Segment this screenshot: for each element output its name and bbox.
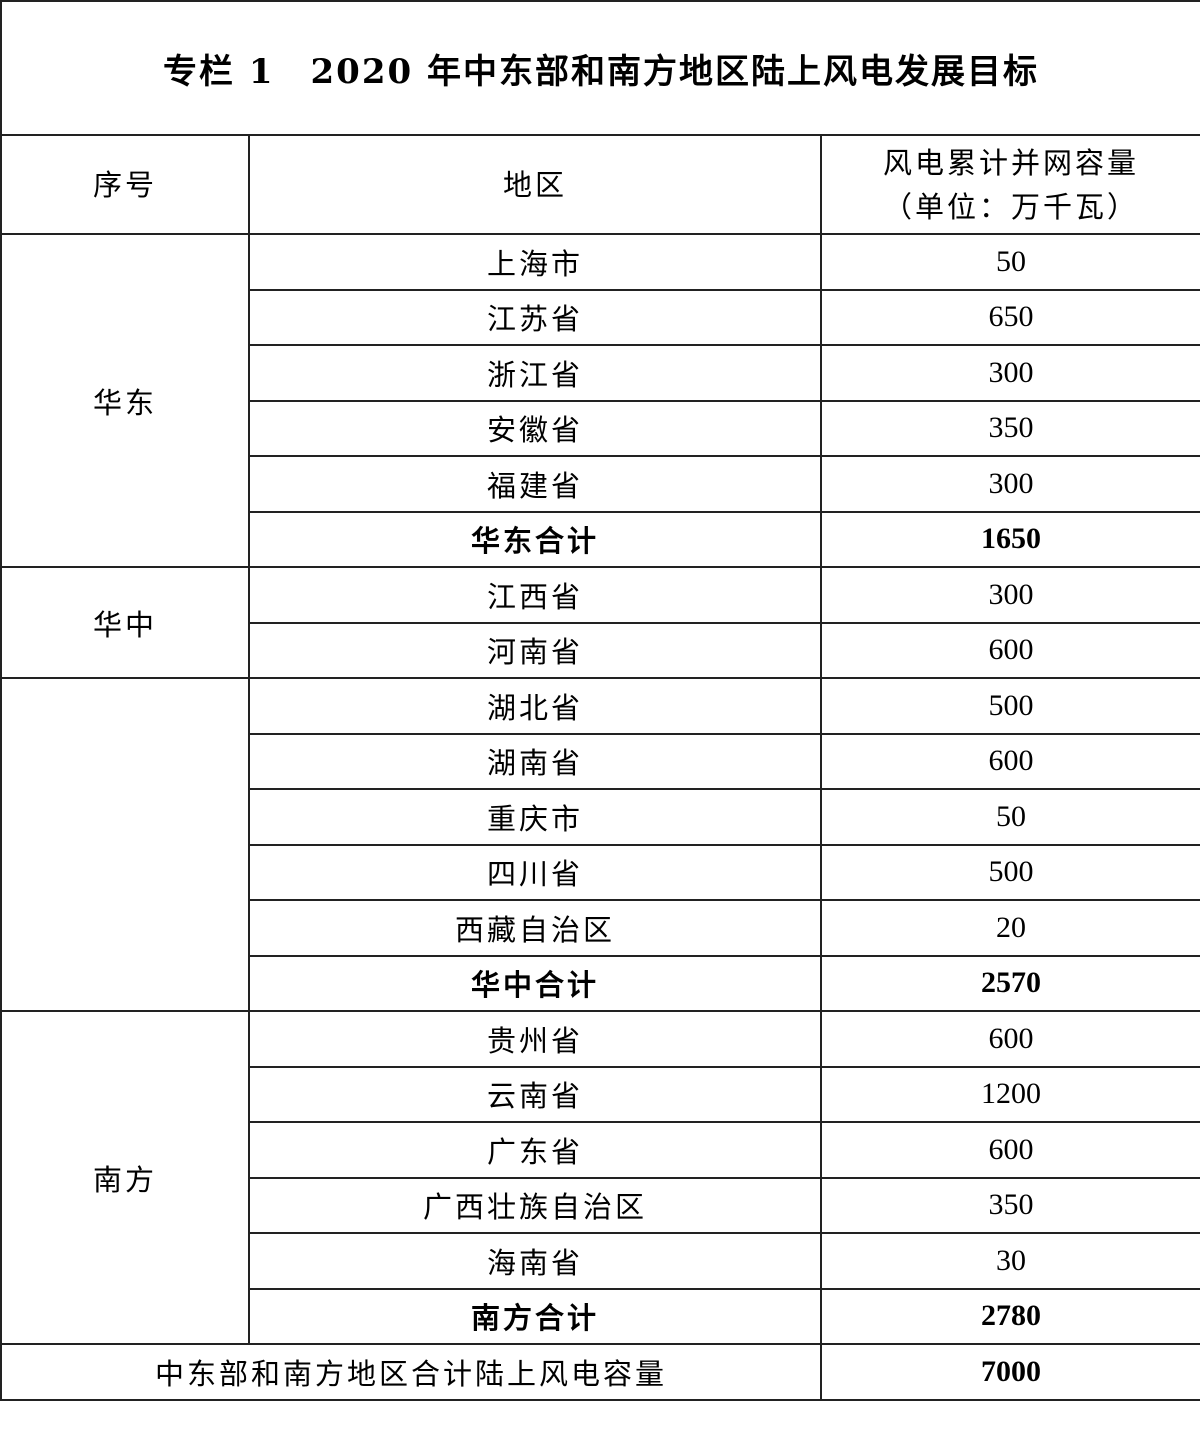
header-row: 序号 地区 风电累计并网容量 （单位：万千瓦） <box>0 134 1200 235</box>
region-group-cell: 华中 <box>0 566 250 679</box>
capacity-cell: 600 <box>820 1010 1200 1068</box>
capacity-cell: 350 <box>820 1176 1200 1234</box>
table-row: 广西壮族自治区 350 <box>1 1176 1200 1234</box>
capacity-cell: 650 <box>820 288 1200 346</box>
province-cell: 云南省 <box>248 1065 822 1123</box>
table-row: 福建省 300 <box>1 455 1200 513</box>
table-row: 华中 江西省 300 <box>0 566 1200 679</box>
total-label: 中东部和南方地区合计陆上风电容量 <box>0 1343 822 1401</box>
table-row: 南方 贵州省 600 <box>0 1010 1200 1345</box>
table-row: 河南省 600 <box>1 621 1200 679</box>
subtotal-label: 华东合计 <box>248 510 822 568</box>
region-group-cell <box>0 677 250 1012</box>
province-cell: 江西省 <box>248 566 822 624</box>
header-capacity: 风电累计并网容量 （单位：万千瓦） <box>820 134 1200 235</box>
province-cell: 湖南省 <box>248 732 822 790</box>
capacity-cell: 350 <box>820 399 1200 457</box>
province-cell: 贵州省 <box>248 1010 822 1068</box>
province-cell: 福建省 <box>248 455 822 513</box>
region-group-cell: 华东 <box>0 233 250 568</box>
subtotal-label: 华中合计 <box>248 954 822 1012</box>
capacity-cell: 500 <box>820 843 1200 901</box>
header-serial: 序号 <box>0 134 250 235</box>
title-row: 专栏 1 2020 年中东部和南方地区陆上风电发展目标 <box>0 0 1200 136</box>
capacity-cell: 50 <box>820 233 1200 291</box>
capacity-cell: 300 <box>820 566 1200 624</box>
subtotal-value: 2780 <box>820 1287 1200 1345</box>
table-row: 浙江省 300 <box>1 344 1200 402</box>
table-row: 华东 上海市 50 <box>0 233 1200 568</box>
table-row: 湖北省 500 <box>0 677 1200 1012</box>
province-cell: 浙江省 <box>248 344 822 402</box>
table-row: 四川省 500 <box>1 843 1200 901</box>
region-group-cell: 南方 <box>0 1010 250 1345</box>
header-region: 地区 <box>248 134 822 235</box>
province-cell: 湖北省 <box>248 677 822 735</box>
table-row: 云南省 1200 <box>1 1065 1200 1123</box>
province-cell: 西藏自治区 <box>248 899 822 957</box>
capacity-cell: 50 <box>820 788 1200 846</box>
table-row: 广东省 600 <box>1 1121 1200 1179</box>
table-row: 重庆市 50 <box>1 788 1200 846</box>
capacity-cell: 1200 <box>820 1065 1200 1123</box>
capacity-cell: 600 <box>820 732 1200 790</box>
total-row: 中东部和南方地区合计陆上风电容量 7000 <box>0 1343 1200 1401</box>
subtotal-value: 1650 <box>820 510 1200 568</box>
subtotal-row: 华东合计 1650 <box>1 510 1200 568</box>
province-cell: 上海市 <box>248 233 822 291</box>
wind-power-target-table: 专栏 1 2020 年中东部和南方地区陆上风电发展目标 序号 地区 风电累计并网… <box>0 0 1200 1401</box>
province-cell: 安徽省 <box>248 399 822 457</box>
table-title: 专栏 1 2020 年中东部和南方地区陆上风电发展目标 <box>0 0 1200 136</box>
capacity-cell: 30 <box>820 1232 1200 1290</box>
province-cell: 广东省 <box>248 1121 822 1179</box>
table-row: 江苏省 650 <box>1 288 1200 346</box>
capacity-cell: 600 <box>820 621 1200 679</box>
capacity-cell: 600 <box>820 1121 1200 1179</box>
province-cell: 河南省 <box>248 621 822 679</box>
capacity-cell: 300 <box>820 344 1200 402</box>
capacity-cell: 20 <box>820 899 1200 957</box>
subtotal-row: 南方合计 2780 <box>1 1287 1200 1345</box>
total-value: 7000 <box>820 1343 1200 1401</box>
table-row: 安徽省 350 <box>1 399 1200 457</box>
table-row: 湖南省 600 <box>1 732 1200 790</box>
province-cell: 四川省 <box>248 843 822 901</box>
table-row: 海南省 30 <box>1 1232 1200 1290</box>
province-cell: 广西壮族自治区 <box>248 1176 822 1234</box>
header-capacity-unit: （单位：万千瓦） <box>882 189 1139 224</box>
table-row: 西藏自治区 20 <box>1 899 1200 957</box>
subtotal-row: 华中合计 2570 <box>1 954 1200 1012</box>
province-cell: 海南省 <box>248 1232 822 1290</box>
province-cell: 重庆市 <box>248 788 822 846</box>
header-capacity-label: 风电累计并网容量 <box>882 145 1139 180</box>
capacity-cell: 500 <box>820 677 1200 735</box>
subtotal-label: 南方合计 <box>248 1287 822 1345</box>
province-cell: 江苏省 <box>248 288 822 346</box>
subtotal-value: 2570 <box>820 954 1200 1012</box>
capacity-cell: 300 <box>820 455 1200 513</box>
